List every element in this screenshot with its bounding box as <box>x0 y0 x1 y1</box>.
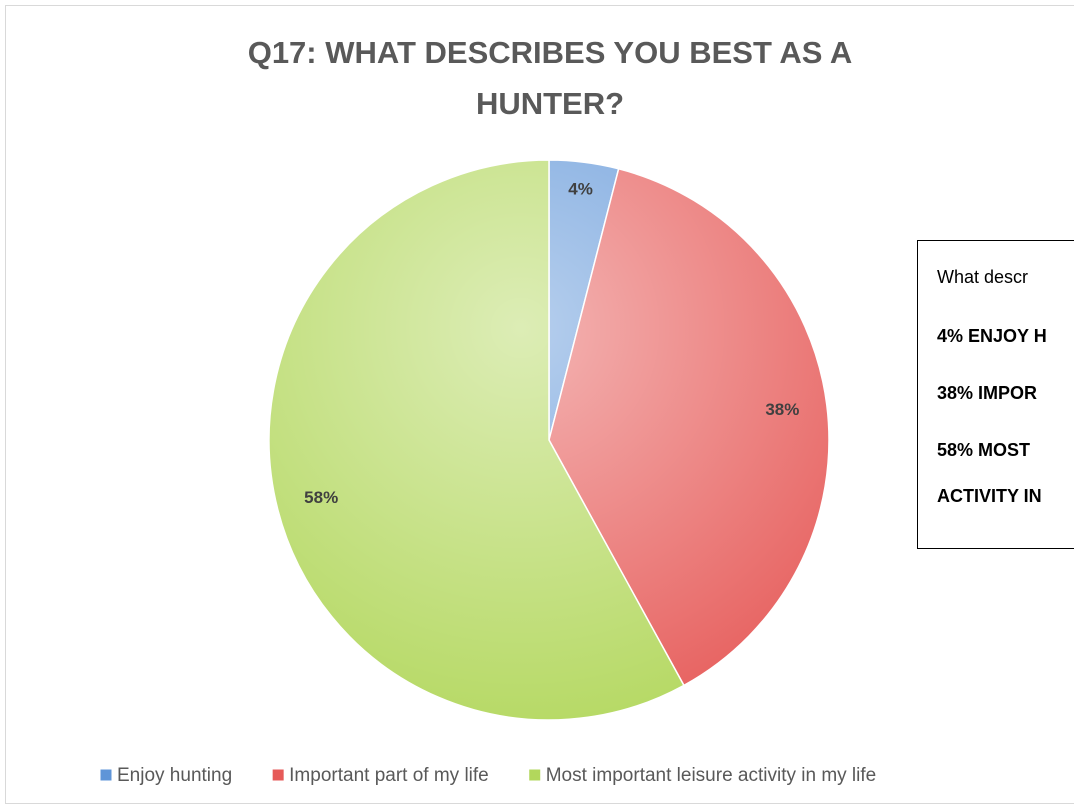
chart-title: Q17: WHAT DESCRIBES YOU BEST AS A <box>248 35 853 70</box>
data-label: 38% <box>765 400 799 419</box>
annotation-text: What descr <box>937 267 1028 287</box>
legend-label: Enjoy hunting <box>117 765 232 786</box>
chart-title: HUNTER? <box>476 86 624 121</box>
legend-label: Most important leisure activity in my li… <box>546 765 877 786</box>
annotation-text: 4% ENJOY H <box>937 326 1047 346</box>
pie <box>268 159 830 721</box>
legend: Enjoy hunting Important part of my life Mo… <box>99 765 877 786</box>
legend-swatch <box>528 768 542 782</box>
annotation-text: 38% IMPOR <box>937 383 1037 403</box>
legend-label: Important part of my life <box>289 765 489 786</box>
legend-swatch <box>99 768 113 782</box>
annotation-box <box>917 240 1074 549</box>
data-label: 4% <box>568 179 593 198</box>
annotation-text: 58% MOST <box>937 440 1030 460</box>
data-label: 58% <box>304 488 338 507</box>
legend-swatch <box>271 768 285 782</box>
annotation-text: ACTIVITY IN <box>937 486 1042 506</box>
